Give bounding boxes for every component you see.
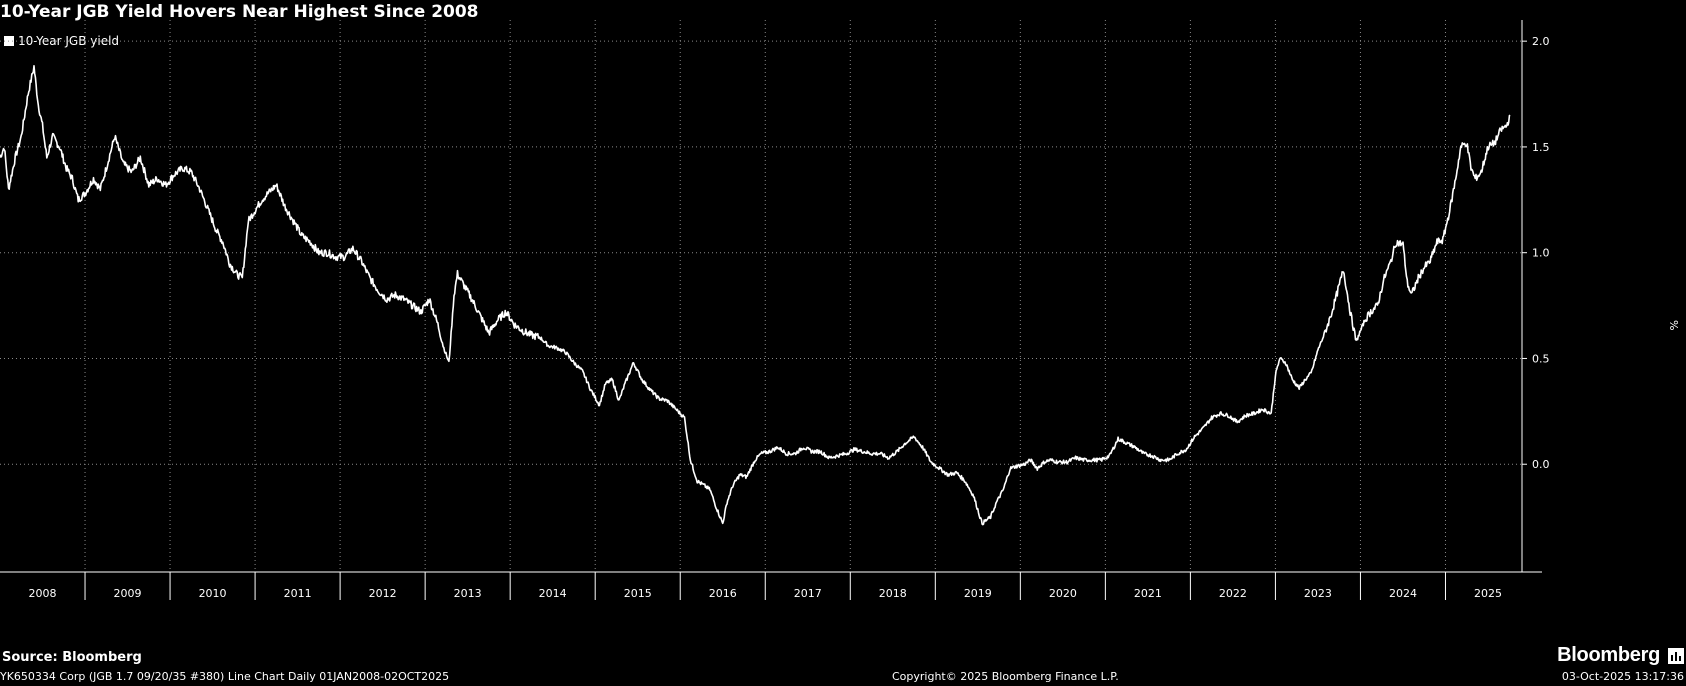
x-tick-label: 2019 <box>964 587 992 600</box>
x-tick-label: 2018 <box>879 587 907 600</box>
x-tick-label: 2017 <box>794 587 822 600</box>
x-tick-label: 2021 <box>1134 587 1162 600</box>
y-tick-label: 0.0 <box>1532 458 1550 471</box>
grid-layer <box>0 20 1522 570</box>
y-tick-label: 0.5 <box>1532 352 1550 365</box>
x-tick-label: 2016 <box>709 587 737 600</box>
x-tick-label: 2009 <box>114 587 142 600</box>
bloomberg-logo: Bloomberg <box>1557 644 1660 666</box>
series-line-10y-jgb <box>0 65 1511 526</box>
copyright-text: Copyright© 2025 Bloomberg Finance L.P. <box>892 670 1119 683</box>
x-tick-label: 2010 <box>199 587 227 600</box>
x-tick-label: 2014 <box>539 587 567 600</box>
x-tick-label: 2023 <box>1304 587 1332 600</box>
source-note: Source: Bloomberg <box>2 650 142 665</box>
y-axis-label: % <box>1667 320 1680 330</box>
y-tick-label: 1.5 <box>1532 141 1550 154</box>
y-tick-label: 1.0 <box>1532 247 1550 260</box>
line-chart: 2.0 1.5 1.0 0.5 0.0 2008 2009 2010 2011 2012 2013 2… <box>0 20 1680 600</box>
chart-title: 10-Year JGB Yield Hovers Near Highest Si… <box>0 2 479 22</box>
x-tick-label: 2015 <box>624 587 652 600</box>
x-tick-label: 2013 <box>454 587 482 600</box>
x-tick-label: 2025 <box>1474 587 1502 600</box>
bloomberg-bars-icon <box>1668 648 1684 664</box>
series-layer <box>0 65 1511 526</box>
x-tick-label: 2008 <box>29 587 57 600</box>
x-tick-label: 2011 <box>284 587 312 600</box>
x-tick-label: 2024 <box>1389 587 1417 600</box>
x-tick-label: 2012 <box>369 587 397 600</box>
x-tick-label: 2020 <box>1049 587 1077 600</box>
security-description: YK650334 Corp (JGB 1.7 09/20/35 #380) Li… <box>0 670 450 683</box>
axis-layer: 2.0 1.5 1.0 0.5 0.0 2008 2009 2010 2011 2012 2013 2… <box>0 20 1680 600</box>
chart-timestamp: 03-Oct-2025 13:17:36 <box>1561 670 1684 683</box>
y-tick-label: 2.0 <box>1532 35 1550 48</box>
x-tick-label: 2022 <box>1219 587 1247 600</box>
